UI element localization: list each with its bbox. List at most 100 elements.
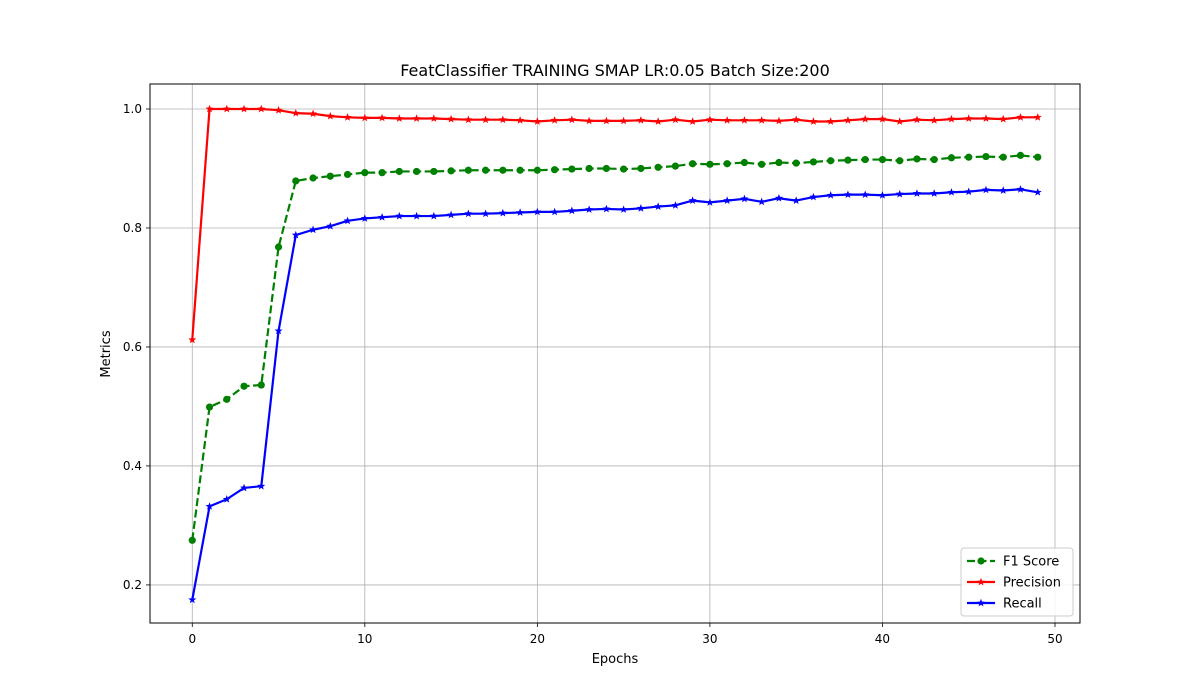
data-point-precision	[378, 113, 387, 122]
data-point-precision	[205, 104, 214, 113]
data-point-precision	[516, 116, 525, 124]
data-point-f1-score	[430, 167, 438, 176]
data-point-recall	[188, 595, 197, 604]
data-point-precision	[930, 116, 939, 124]
y-tick-label: 0.4	[123, 459, 142, 473]
series-group	[188, 104, 1042, 604]
data-point-f1-score	[844, 156, 852, 164]
data-point-precision	[861, 114, 870, 123]
data-point-precision	[688, 117, 697, 125]
data-point-precision	[395, 114, 404, 122]
data-point-precision	[309, 109, 318, 118]
data-point-recall	[550, 207, 559, 216]
data-point-precision	[774, 116, 783, 125]
data-point-recall	[809, 192, 818, 201]
data-point-f1-score	[671, 162, 679, 170]
plot-frame	[149, 83, 1081, 624]
data-point-recall	[705, 198, 714, 206]
data-point-recall	[861, 190, 870, 199]
data-point-precision	[878, 114, 887, 123]
data-point-precision	[723, 116, 732, 124]
data-point-f1-score	[947, 154, 956, 162]
data-point-f1-score	[205, 403, 214, 411]
data-point-f1-score	[568, 165, 576, 173]
data-point-precision	[740, 116, 749, 124]
data-point-recall	[326, 221, 335, 230]
data-point-precision	[705, 115, 714, 124]
data-point-f1-score	[965, 153, 973, 161]
data-point-recall	[309, 225, 318, 234]
data-point-precision	[809, 117, 818, 125]
legend-marker-precision	[977, 577, 985, 586]
x-tick-label: 10	[357, 632, 372, 646]
data-point-recall	[585, 205, 594, 213]
data-point-f1-score	[516, 166, 524, 174]
data-point-f1-score	[533, 166, 541, 174]
data-point-recall	[981, 185, 990, 194]
data-point-precision	[1016, 113, 1025, 121]
data-point-precision	[912, 115, 921, 124]
data-point-f1-score	[585, 164, 593, 173]
data-point-precision	[291, 108, 300, 117]
series-precision	[188, 104, 1042, 344]
y-tick-label: 0.2	[123, 578, 142, 592]
data-point-recall	[1016, 185, 1025, 193]
data-point-recall	[947, 188, 956, 196]
data-point-recall	[602, 204, 611, 213]
data-point-recall	[222, 495, 231, 503]
data-point-recall	[757, 197, 766, 206]
data-point-f1-score	[464, 166, 472, 174]
data-point-f1-score	[551, 166, 559, 174]
data-point-f1-score	[292, 177, 300, 185]
data-point-recall	[654, 202, 663, 210]
data-point-f1-score	[257, 381, 265, 389]
data-point-f1-score	[896, 157, 904, 165]
data-point-recall	[843, 190, 852, 199]
data-point-precision	[947, 114, 956, 123]
data-point-recall	[240, 483, 249, 492]
data-point-precision	[636, 116, 645, 124]
data-point-recall	[464, 209, 473, 218]
legend: F1 Score Precision Recall	[960, 547, 1074, 617]
data-point-precision	[843, 116, 852, 124]
data-point-precision	[222, 104, 231, 113]
data-point-recall	[205, 502, 214, 510]
data-point-precision	[602, 116, 611, 125]
data-point-recall	[826, 191, 835, 199]
data-point-precision	[429, 114, 438, 122]
data-point-recall	[619, 205, 628, 213]
data-point-f1-score	[689, 160, 697, 168]
data-point-f1-score	[982, 152, 990, 161]
data-point-f1-score	[378, 169, 386, 177]
y-tick-label: 1.0	[123, 102, 142, 116]
x-tick-label: 40	[875, 632, 890, 646]
data-point-precision	[498, 115, 507, 124]
data-point-recall	[481, 209, 490, 218]
data-point-f1-score	[326, 172, 334, 180]
data-point-f1-score	[447, 167, 455, 175]
data-point-f1-score	[602, 164, 610, 173]
series-f1-score	[188, 151, 1042, 544]
x-tick-label: 0	[188, 632, 196, 646]
data-point-precision	[999, 114, 1008, 123]
data-point-precision	[533, 117, 542, 125]
data-point-recall	[498, 208, 507, 217]
legend-label-precision: Precision	[1003, 576, 1061, 591]
data-point-recall	[999, 186, 1008, 194]
series-line-precision	[191, 107, 1038, 340]
data-point-f1-score	[878, 155, 887, 164]
data-point-precision	[447, 114, 456, 123]
data-point-f1-score	[740, 158, 749, 167]
data-point-recall	[636, 204, 645, 212]
data-point-recall	[792, 196, 801, 204]
data-point-recall	[671, 201, 680, 209]
legend-marker-recall	[977, 598, 985, 607]
data-point-precision	[981, 114, 990, 122]
data-point-precision	[326, 111, 335, 120]
data-point-f1-score	[1034, 153, 1042, 161]
data-point-recall	[774, 194, 783, 202]
data-point-recall	[412, 211, 421, 220]
data-point-f1-score	[309, 174, 317, 182]
y-axis-label: Metrics	[99, 330, 114, 377]
data-point-precision	[464, 115, 473, 124]
